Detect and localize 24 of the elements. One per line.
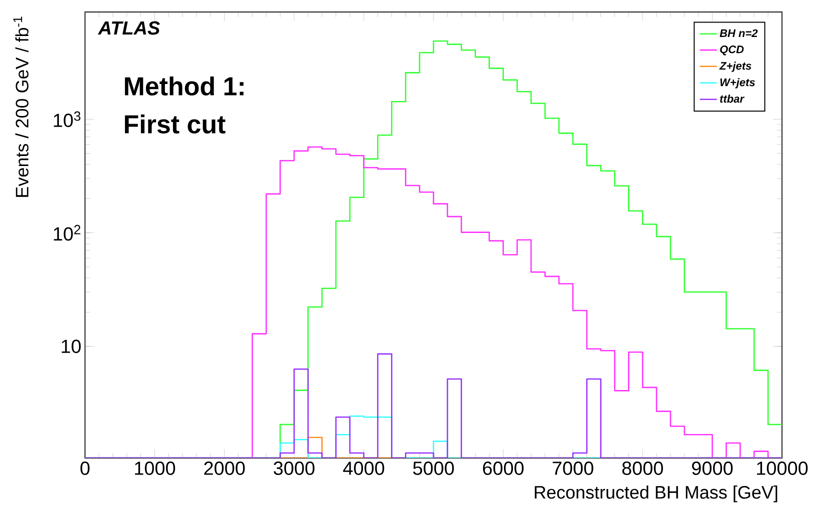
x-tick-label: 6000 [483,462,524,475]
legend-label: ttbar [720,94,745,103]
x-axis-title: Reconstructed BH Mass [GeV] [534,486,778,502]
x-tick-label: 4000 [343,462,384,475]
legend-label: QCD [720,46,744,56]
annotation: ATLAS [98,21,160,35]
x-tick-label: 0 [80,462,90,475]
legend-label: BH n=2 [720,29,758,37]
x-tick-label: 1000 [135,462,176,475]
annotation: First cut [124,114,226,134]
y-tick-label: 10$^{3}$ [54,111,80,128]
x-tick-label: 8000 [622,462,663,475]
legend-label: W+jets [720,78,755,88]
x-tick-label: 10000 [757,462,808,475]
legend-label: Z+jets [719,62,752,72]
x-tick-label: 7000 [552,462,594,475]
annotation: Method 1: [124,76,244,96]
y-tick-label: 10$^{2}$ [54,224,80,241]
x-tick-label: 5000 [413,462,454,475]
x-tick-label: 9000 [692,462,733,475]
x-tick-label: 3000 [274,462,314,475]
y-tick-label: 10 [62,340,81,354]
x-tick-label: 2000 [204,462,245,475]
y-axis-title: Events / 200 GeV / fb$^{-1}$ [13,16,28,197]
